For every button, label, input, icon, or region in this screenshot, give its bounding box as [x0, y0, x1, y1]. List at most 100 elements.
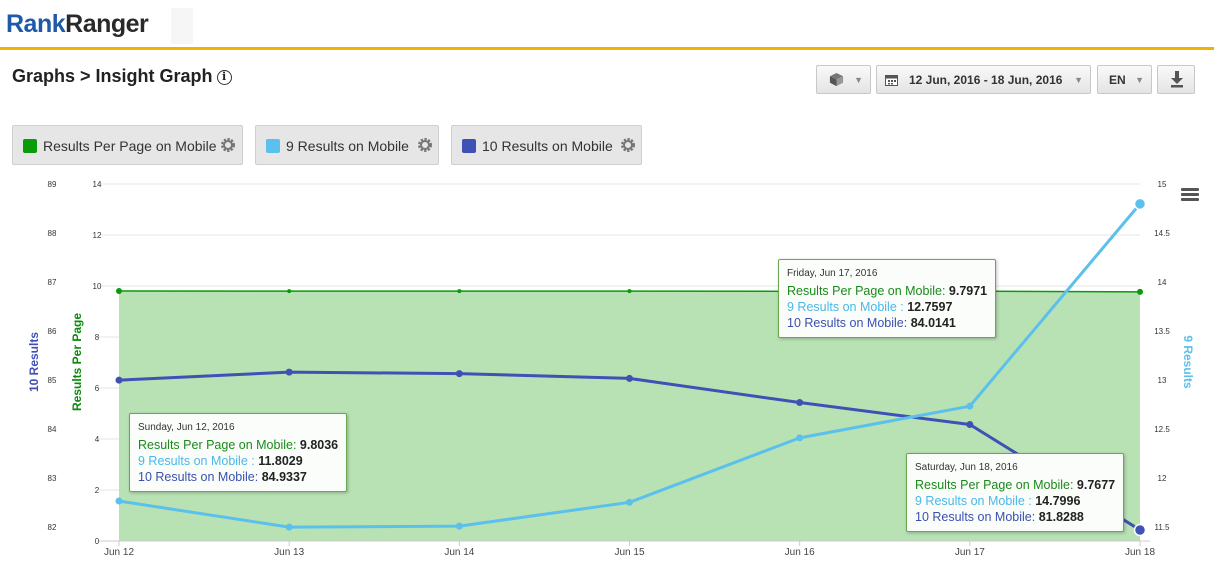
gear-icon[interactable]	[417, 137, 433, 153]
hamburger-menu-icon[interactable]	[1181, 188, 1199, 202]
legend-label: 10 Results on Mobile	[482, 138, 613, 154]
nine-results-tick-label: 13	[1158, 376, 1167, 385]
page-title: Graphs > Insight Graph i	[12, 66, 232, 87]
logo-ranger: Ranger	[65, 10, 149, 38]
ten-results-point	[966, 421, 974, 429]
tooltip-label: 9 Results on Mobile :	[138, 454, 255, 468]
nine-results-point	[796, 434, 804, 442]
gear-icon[interactable]	[620, 137, 636, 153]
results-per-page-axis-title: Results Per Page	[70, 313, 84, 411]
chevron-down-icon: ▼	[854, 75, 863, 85]
download-button[interactable]	[1157, 65, 1195, 94]
insight-graph-chart[interactable]: 82 83 84 85 86 87 88 89 0 2 4 6 8 10 12 14 11.5 12 12.5 13 1…	[0, 170, 1214, 565]
tooltip-value: 9.7677	[1076, 478, 1116, 492]
tooltip-date: Friday, Jun 17, 2016	[787, 268, 878, 279]
ten-results-tick-label: 83	[48, 474, 57, 483]
date-range-label: 12 Jun, 2016 - 18 Jun, 2016	[909, 73, 1063, 87]
ten-results-tick-label: 89	[48, 180, 57, 189]
results-per-page-tick-label: 14	[93, 180, 102, 189]
nine-results-tick-label: 13.5	[1154, 327, 1170, 336]
tooltip-value: 9.7971	[948, 284, 988, 298]
tooltip-label: Results Per Page on Mobile:	[138, 438, 297, 452]
logo-placeholder	[171, 8, 193, 44]
results-per-page-point	[457, 289, 462, 294]
date-range-picker[interactable]: 12 Jun, 2016 - 18 Jun, 2016 ▼	[876, 65, 1091, 94]
legend-label: 9 Results on Mobile	[286, 138, 409, 154]
ten-results-tick-label: 84	[48, 425, 57, 434]
results-per-page-tick-label: 10	[93, 282, 102, 291]
x-tick-label: Jun 14	[444, 547, 474, 558]
calendar-icon	[885, 75, 898, 86]
tooltip-date: Saturday, Jun 18, 2016	[915, 462, 1018, 473]
results-per-page-area	[119, 291, 1140, 541]
x-tick-label: Jun 13	[274, 547, 304, 558]
tooltip-value: 11.8029	[258, 454, 303, 468]
nine-results-tick-label: 12	[1158, 474, 1167, 483]
language-select[interactable]: EN ▼	[1097, 65, 1152, 94]
nine-results-tick-label: 15	[1158, 180, 1167, 189]
tooltip-value: 81.8288	[1038, 510, 1084, 524]
x-tick-label: Jun 15	[614, 547, 644, 558]
nine-results-point	[455, 522, 463, 530]
legend-item-results-per-page[interactable]: Results Per Page on Mobile	[12, 125, 243, 165]
nine-results-axis-title: 9 Results	[1181, 335, 1195, 389]
tooltip-label: 10 Results on Mobile:	[915, 510, 1036, 524]
ten-results-tick-label: 87	[48, 278, 57, 287]
cube-icon	[829, 72, 844, 87]
results-per-page-point	[116, 288, 122, 295]
logo-rank: Rank	[6, 10, 66, 38]
tooltip-label: 9 Results on Mobile :	[787, 300, 904, 314]
x-tick-label: Jun 17	[955, 547, 985, 558]
tooltip-label: Results Per Page on Mobile:	[787, 284, 946, 298]
language-label: EN	[1109, 73, 1126, 87]
tooltip-value: 12.7597	[907, 300, 953, 314]
nine-results-point	[285, 523, 293, 531]
x-tick-label: Jun 16	[785, 547, 815, 558]
nine-results-tick-label: 12.5	[1154, 425, 1170, 434]
page-title-text: Graphs > Insight Graph	[12, 66, 213, 86]
ten-results-point	[455, 370, 463, 378]
nine-results-point	[115, 497, 123, 505]
legend-swatch-light-blue	[266, 139, 280, 153]
tooltip-label: 9 Results on Mobile :	[915, 494, 1032, 508]
legend-item-9-results[interactable]: 9 Results on Mobile	[255, 125, 439, 165]
results-per-page-tick-label: 6	[95, 384, 100, 393]
chevron-down-icon: ▼	[1074, 75, 1083, 85]
tooltip-jun-17: Friday, Jun 17, 2016 Results Per Page on…	[778, 259, 997, 338]
chevron-down-icon: ▼	[1135, 75, 1144, 85]
top-bar: RankRanger	[0, 0, 1214, 50]
results-per-page-tick-label: 4	[95, 435, 100, 444]
ten-results-point	[796, 399, 804, 407]
tooltip-jun-12: Sunday, Jun 12, 2016 Results Per Page on…	[129, 413, 348, 492]
legend-label: Results Per Page on Mobile	[43, 138, 217, 154]
tooltip-value: 9.8036	[299, 438, 339, 452]
view-select-button[interactable]: ▼	[816, 65, 871, 94]
ten-results-point	[1133, 523, 1147, 537]
ten-results-tick-label: 88	[48, 229, 57, 238]
tooltip-date: Sunday, Jun 12, 2016	[138, 422, 235, 433]
tooltip-label: 10 Results on Mobile:	[138, 470, 259, 484]
tooltip-value: 84.0141	[910, 316, 956, 330]
gear-icon[interactable]	[220, 137, 236, 153]
nine-results-point	[966, 402, 974, 410]
legend-swatch-green	[23, 139, 37, 153]
results-per-page-point	[287, 289, 292, 294]
ten-results-point	[115, 376, 123, 384]
info-icon[interactable]: i	[216, 70, 232, 85]
tooltip-value: 84.9337	[261, 470, 307, 484]
logo[interactable]: RankRanger	[6, 10, 149, 39]
tooltip-label: 10 Results on Mobile:	[787, 316, 908, 330]
results-per-page-point	[627, 289, 632, 294]
results-per-page-tick-label: 0	[95, 537, 100, 546]
tooltip-label: Results Per Page on Mobile:	[915, 478, 1074, 492]
nine-results-point	[1133, 197, 1147, 211]
results-per-page-tick-label: 2	[95, 486, 100, 495]
tooltip-value: 14.7996	[1035, 494, 1081, 508]
legend-item-10-results[interactable]: 10 Results on Mobile	[451, 125, 642, 165]
results-per-page-tick-label: 8	[95, 333, 100, 342]
legend-swatch-dark-blue	[462, 139, 476, 153]
results-per-page-tick-label: 12	[93, 231, 102, 240]
nine-results-tick-label: 14	[1158, 278, 1167, 287]
nine-results-tick-label: 11.5	[1155, 523, 1171, 532]
x-tick-label: Jun 18	[1125, 547, 1155, 558]
